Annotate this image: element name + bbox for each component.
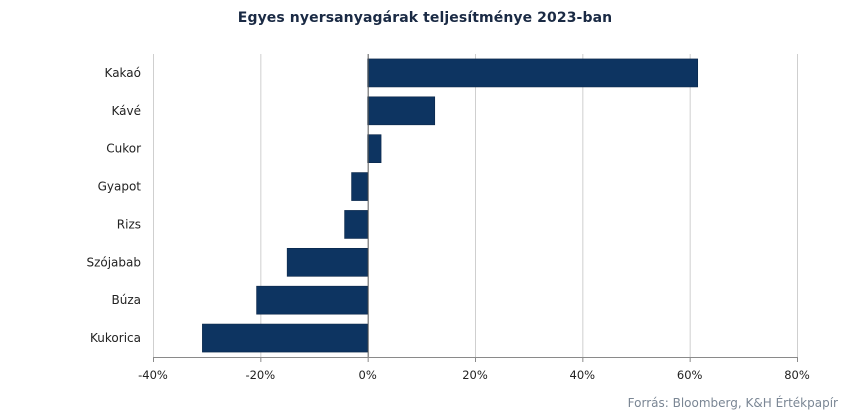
bar-6	[256, 285, 368, 315]
x-tick-label-1: -20%	[245, 368, 275, 382]
category-label-1: Kávé	[112, 104, 142, 118]
x-tick-label-3: 20%	[462, 368, 488, 382]
bar-4	[344, 210, 368, 239]
x-tick-label-0: -40%	[138, 368, 168, 382]
bar-7	[202, 323, 368, 353]
category-label-2: Cukor	[106, 142, 141, 156]
source-note: Forrás: Bloomberg, K&H Értékpapír	[627, 396, 838, 410]
category-label-5: Szójabab	[86, 255, 141, 269]
bar-5	[286, 247, 368, 277]
x-tick-label-4: 40%	[570, 368, 596, 382]
bar-0	[367, 58, 699, 88]
x-tick-label-6: 80%	[784, 368, 810, 382]
category-label-4: Rizs	[117, 217, 141, 231]
category-label-7: Kukorica	[90, 331, 141, 345]
x-tick-label-2: 0%	[359, 368, 377, 382]
x-tick-label-5: 60%	[677, 368, 703, 382]
chart-title: Egyes nyersanyagárak teljesítménye 2023-…	[237, 10, 613, 26]
bar-1	[367, 96, 436, 126]
category-label-6: Búza	[112, 293, 142, 307]
category-label-0: Kakaó	[105, 66, 141, 80]
bar-3	[351, 172, 368, 201]
bar-2	[367, 134, 382, 164]
category-label-3: Gyapot	[98, 180, 142, 194]
